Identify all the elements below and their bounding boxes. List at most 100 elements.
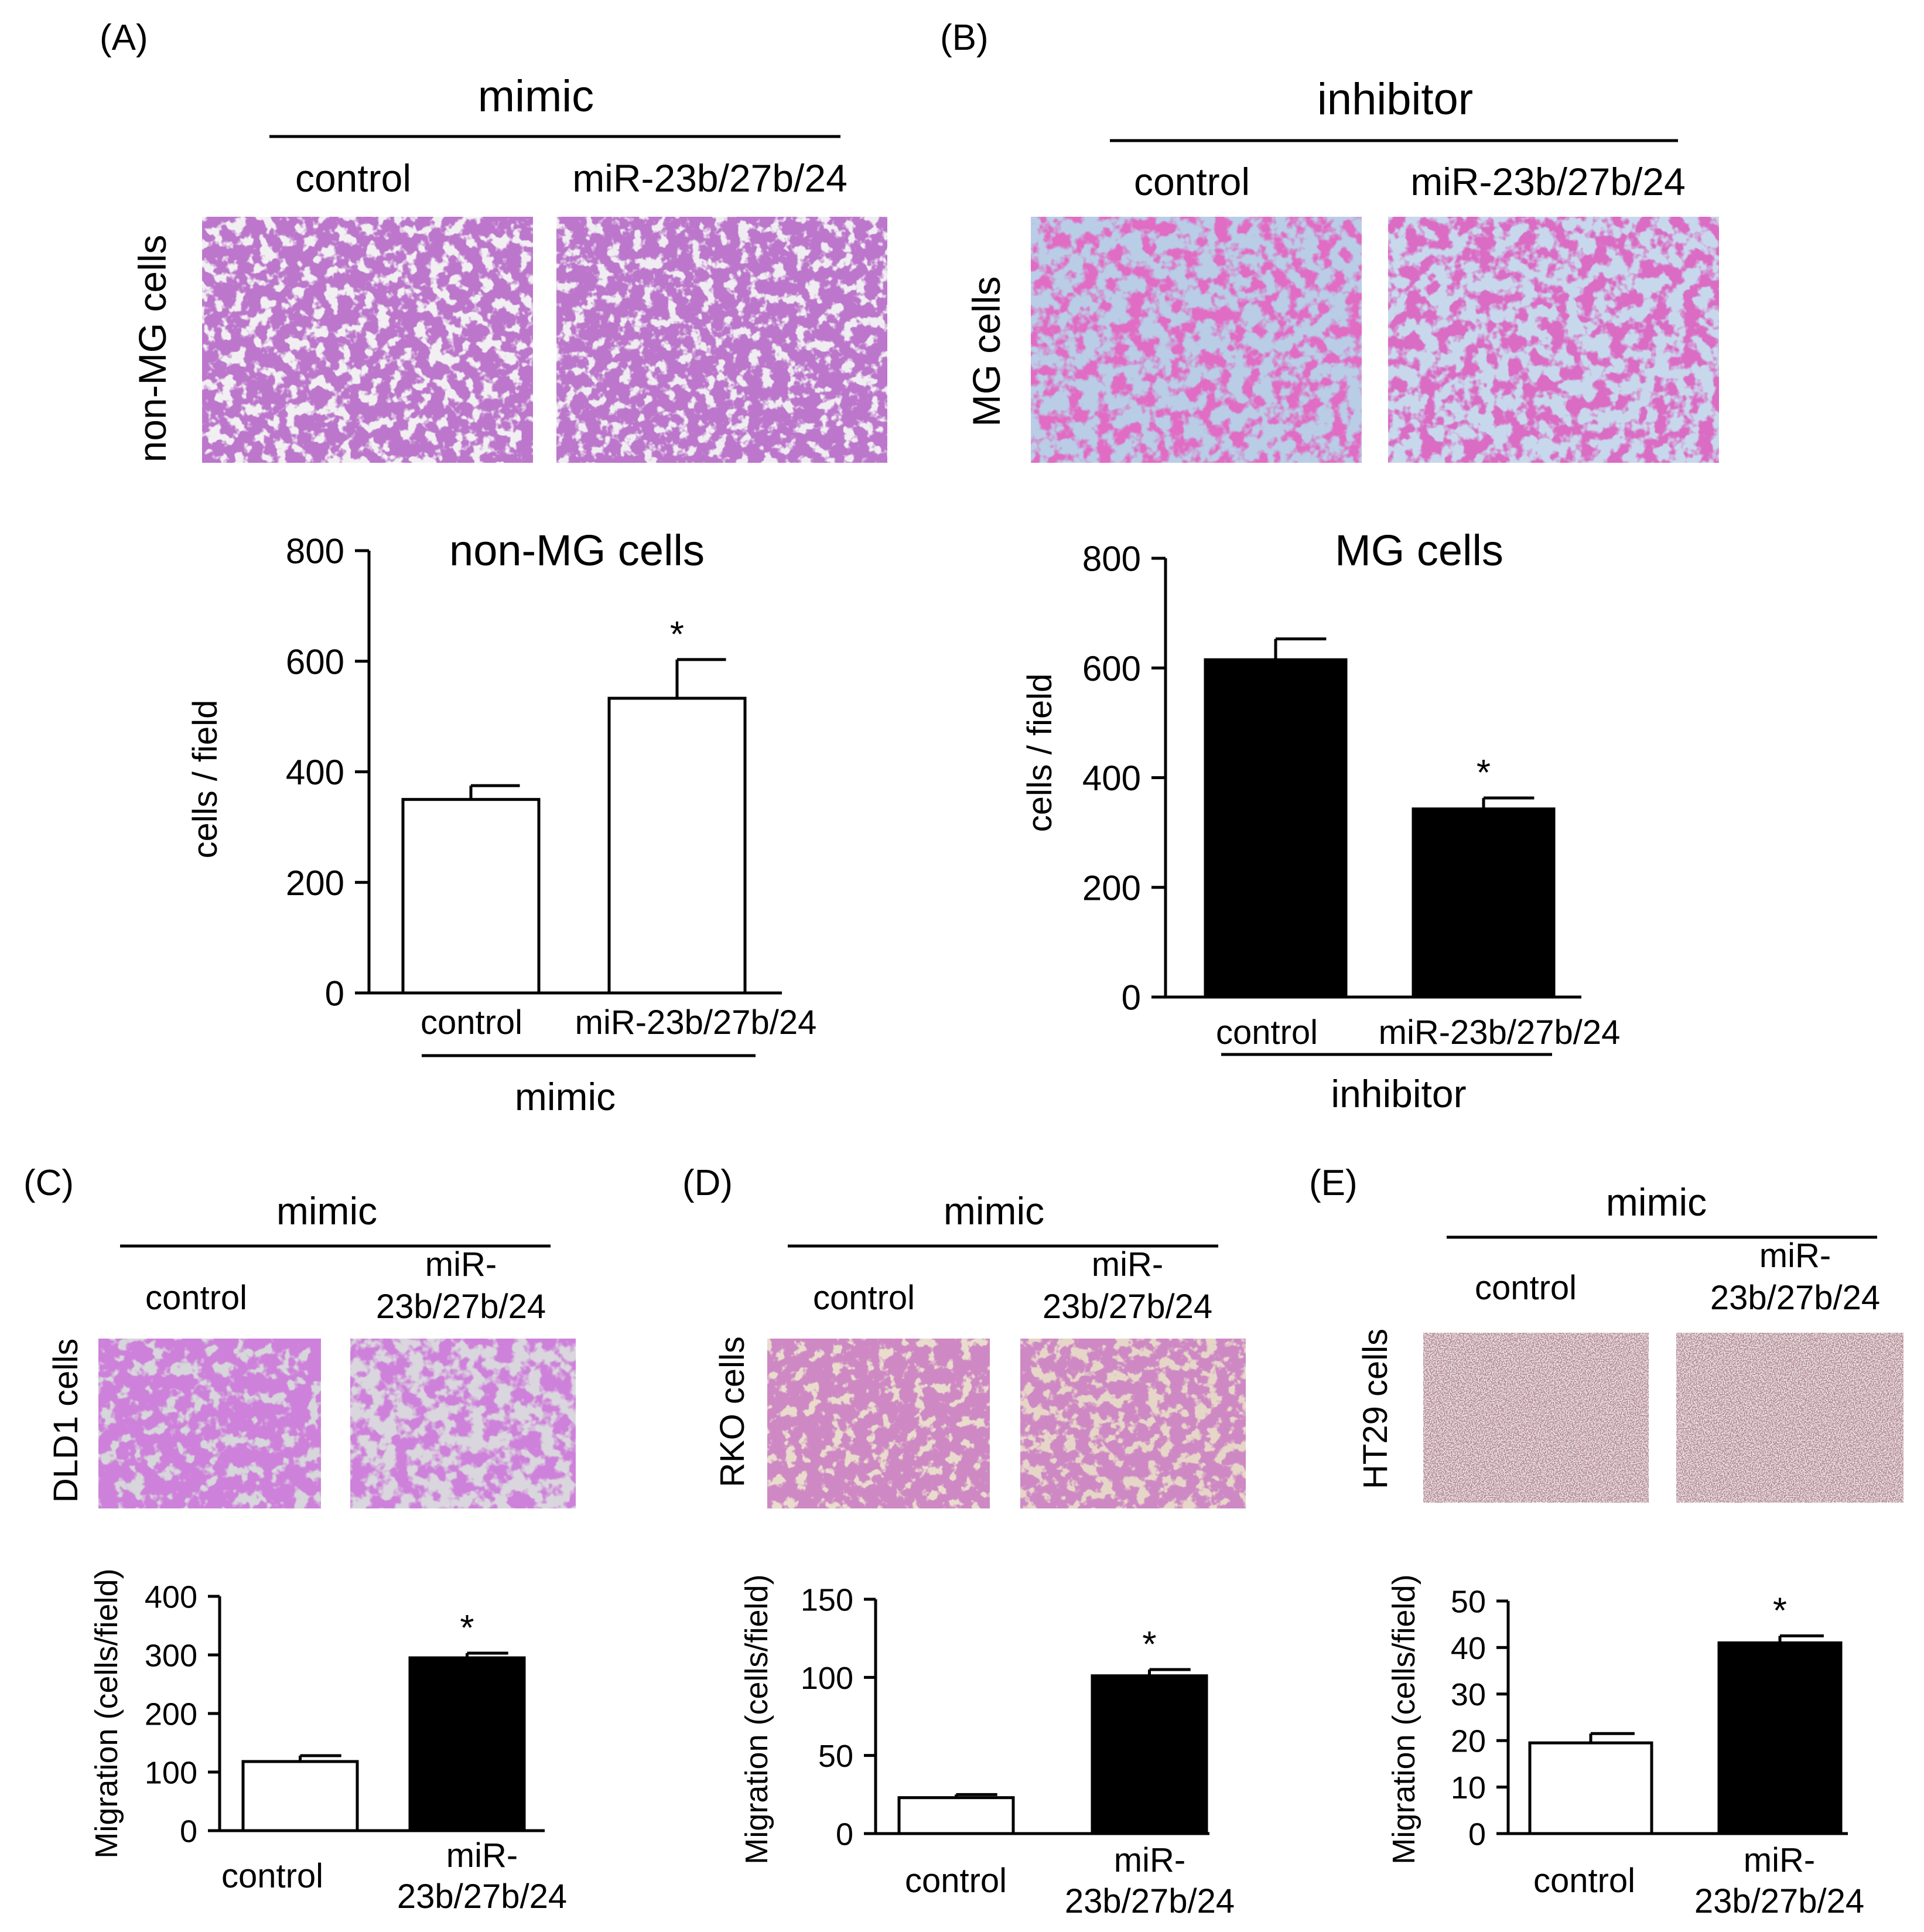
chart-b-category-label: control <box>1216 1013 1318 1052</box>
chart-e-bar <box>1717 1641 1843 1835</box>
chart-c-significance-star: * <box>460 1608 474 1648</box>
chart-c-y-tick-label: 100 <box>145 1755 197 1790</box>
chart-a-y-tick-label: 800 <box>286 532 344 571</box>
chart-e-category-label: miR-23b/27b/24 <box>1694 1841 1864 1920</box>
panel-e-treatment: mimic <box>1606 1180 1707 1224</box>
chart-b-bar <box>1412 807 1556 999</box>
panel-a-treatment: mimic <box>478 71 594 121</box>
chart-b-y-tick-label: 0 <box>1122 978 1141 1018</box>
chart-b-y-tick-label: 400 <box>1082 759 1141 798</box>
chart-d-y-tick-label: 150 <box>801 1582 853 1617</box>
chart-b-y-tick-label: 600 <box>1082 649 1141 688</box>
chart-e-y-tick-label: 20 <box>1451 1724 1486 1759</box>
chart-a-significance-star: * <box>670 615 684 655</box>
chart-b: 0 200 400 600 800 * control miR-23b/27b/24 MG ce… <box>1021 526 1620 1115</box>
chart-d-category-label: miR-23b/27b/24 <box>1065 1841 1235 1920</box>
panel-b-micrograph-control <box>1031 217 1362 463</box>
panel-e-image-label-mir-line1: miR- <box>1759 1237 1831 1275</box>
chart-a-category-label: miR-23b/27b/24 <box>575 1003 817 1042</box>
panel-letter-a: (A) <box>100 18 148 58</box>
chart-d-category-label: control <box>905 1862 1007 1900</box>
panel-c-row-label: DLD1 cells <box>47 1339 85 1503</box>
chart-c: 0 100 200 300 400 * control miR-23b/27b/24 Migra… <box>89 1568 567 1916</box>
chart-c-y-label: Migration (cells/field) <box>89 1568 124 1858</box>
chart-e-y-tick-label: 30 <box>1451 1677 1486 1712</box>
chart-b-y-tick-label: 800 <box>1082 540 1141 579</box>
chart-b-bar <box>1204 658 1348 999</box>
chart-d-y-tick-label: 50 <box>818 1739 853 1774</box>
chart-d-y-tick-label: 100 <box>801 1661 853 1696</box>
panel-d-micrograph-mir <box>1020 1339 1246 1508</box>
chart-e-y-tick-label: 0 <box>1468 1817 1486 1852</box>
chart-d: 0 50 100 150 * control miR-23b/27b/24 Migration… <box>739 1574 1235 1920</box>
chart-c-y-tick-label: 400 <box>145 1579 197 1614</box>
panel-b-image-label-mir: miR-23b/27b/24 <box>1410 160 1686 203</box>
chart-e: 0 10 20 30 40 50 * control miR-23b/27b/24 Migrati… <box>1386 1574 1864 1920</box>
chart-d-bar <box>1091 1674 1208 1835</box>
panel-d-image-label-control: control <box>813 1279 915 1317</box>
panel-c-image-label-mir-line1: miR- <box>425 1245 497 1284</box>
chart-c-y-tick-label: 300 <box>145 1638 197 1673</box>
panel-e-micrograph-control <box>1423 1333 1649 1503</box>
panel-d-image-label-mir-line2: 23b/27b/24 <box>1043 1288 1212 1326</box>
panel-d-micrograph-control <box>767 1339 990 1508</box>
panel-e-micrograph-mir <box>1676 1333 1904 1503</box>
chart-a-y-tick-label: 400 <box>286 753 344 792</box>
panel-a-image-label-mir: miR-23b/27b/24 <box>572 156 847 200</box>
chart-c-bar <box>408 1656 526 1832</box>
chart-a-category-label: control <box>421 1003 522 1042</box>
panel-b-micrograph-mir <box>1388 217 1719 463</box>
panel-letter-c: (C) <box>23 1163 74 1203</box>
chart-a-x-label: mimic <box>515 1075 616 1118</box>
chart-c-category-label: control <box>221 1857 323 1895</box>
chart-d-y-label: Migration (cells/field) <box>739 1574 774 1864</box>
panel-c-treatment: mimic <box>276 1189 377 1233</box>
panel-d-row-label: RKO cells <box>713 1336 751 1487</box>
panel-a-row-label: non-MG cells <box>131 235 174 463</box>
chart-b-category-label: miR-23b/27b/24 <box>1379 1013 1621 1052</box>
chart-a-y-tick-label: 0 <box>325 974 344 1013</box>
chart-c-category-label: miR-23b/27b/24 <box>397 1837 567 1916</box>
panel-b-image-label-control: control <box>1134 160 1250 203</box>
chart-b-x-label: inhibitor <box>1331 1072 1466 1115</box>
chart-b-significance-star: * <box>1477 753 1491 793</box>
panel-e-row-label: HT29 cells <box>1356 1329 1395 1489</box>
chart-b-title: MG cells <box>1335 526 1503 575</box>
panel-b-treatment: inhibitor <box>1317 74 1473 124</box>
chart-a-title: non-MG cells <box>449 526 705 575</box>
panel-letter-d: (D) <box>682 1163 733 1203</box>
panel-a-image-label-control: control <box>295 156 411 200</box>
chart-e-bar <box>1528 1741 1653 1835</box>
panel-c-micrograph-control <box>98 1339 321 1508</box>
chart-a-y-tick-label: 200 <box>286 863 344 903</box>
panel-e-image-label-control: control <box>1475 1269 1577 1307</box>
panel-b-row-label: MG cells <box>965 277 1008 427</box>
chart-d-y-tick-label: 0 <box>836 1817 853 1852</box>
panel-c-image-label-control: control <box>145 1279 247 1317</box>
chart-b-y-tick-label: 200 <box>1082 868 1141 907</box>
panel-e-image-label-mir-line2: 23b/27b/24 <box>1710 1279 1880 1317</box>
chart-c-y-tick-label: 200 <box>145 1697 197 1732</box>
chart-a-bar <box>401 798 541 995</box>
chart-c-y-tick-label: 0 <box>180 1814 197 1849</box>
chart-a-bar <box>607 697 747 995</box>
panel-a-micrograph-mir <box>556 217 887 463</box>
panel-d-treatment: mimic <box>944 1189 1044 1233</box>
chart-e-y-tick-label: 50 <box>1451 1584 1486 1619</box>
chart-e-y-label: Migration (cells/field) <box>1386 1574 1421 1864</box>
panel-a-micrograph-control <box>202 217 533 463</box>
chart-a-y-tick-label: 600 <box>286 642 344 681</box>
chart-e-y-tick-label: 40 <box>1451 1631 1486 1666</box>
panel-letter-e: (E) <box>1309 1163 1358 1203</box>
chart-c-bar <box>241 1760 359 1832</box>
panel-letter-b: (B) <box>940 18 989 58</box>
chart-a: 0 200 400 600 800 * control miR-23b/27b/24 non-M… <box>186 526 816 1118</box>
chart-b-y-label: cells / field <box>1021 674 1059 832</box>
panel-d-image-label-mir-line1: miR- <box>1092 1245 1163 1284</box>
panel-c-image-label-mir-line2: 23b/27b/24 <box>376 1288 546 1326</box>
chart-a-y-label: cells / field <box>186 700 224 859</box>
chart-d-significance-star: * <box>1142 1624 1156 1665</box>
panel-c-micrograph-mir <box>350 1339 576 1508</box>
chart-d-bar <box>897 1796 1015 1835</box>
